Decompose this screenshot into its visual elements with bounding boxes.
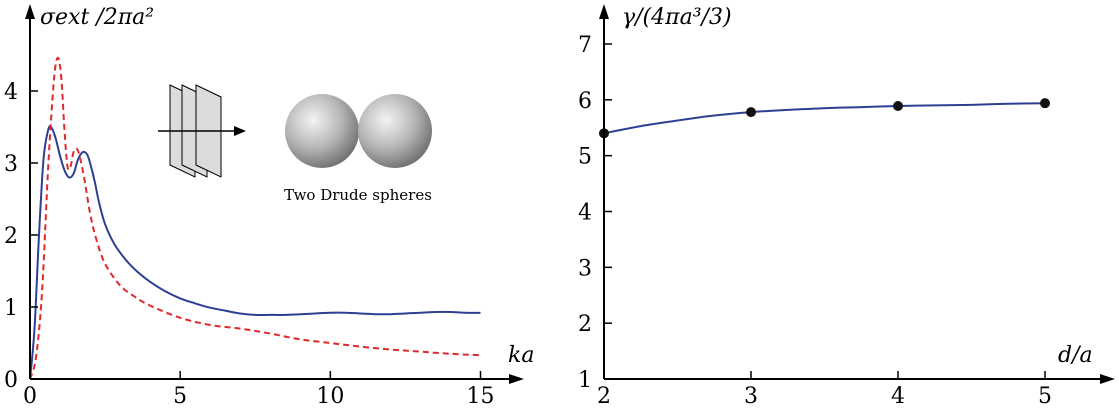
right-x-axis-arrow [1100, 374, 1115, 384]
right-y-axis-arrow [599, 4, 609, 19]
right-y-tick-label: 3 [578, 256, 592, 281]
right-y-tick-label: 4 [578, 201, 592, 226]
left-x-axis-label: ka [508, 343, 534, 368]
right-data-point [893, 100, 903, 111]
left-y-axis-label: σext /2πa² [40, 5, 154, 30]
right-y-tick-label: 7 [578, 33, 592, 58]
left-y-tick-label: 3 [4, 152, 18, 177]
inset-caption: Two Drude spheres [284, 186, 432, 204]
left-x-tick-label: 0 [23, 384, 37, 409]
right-series-group [599, 98, 1050, 139]
right-data-point [1040, 98, 1050, 109]
left-y-axis-arrow [25, 4, 35, 19]
left-y-tick-label: 4 [4, 80, 18, 105]
left-x-ticks: 0 5 10 15 [23, 371, 495, 409]
right-y-ticks: 1 2 3 4 5 6 7 [578, 33, 612, 393]
right-x-tick-label: 5 [1038, 384, 1052, 409]
left-y-ticks: 0 1 2 3 4 [4, 80, 38, 393]
left-y-tick-label: 1 [4, 296, 18, 321]
left-y-tick-label: 0 [4, 368, 18, 393]
left-series-line-1 [29, 56, 481, 380]
right-y-axis-label: γ/(4πa³/3) [622, 5, 732, 30]
left-chart: 0 1 2 3 4 0 5 10 15 σext /2πa² ka Two Drude sph… [4, 4, 534, 409]
left-x-tick-label: 15 [467, 384, 495, 409]
left-series-group [29, 56, 481, 380]
right-x-ticks: 2 3 4 5 [597, 371, 1052, 409]
right-data-point [746, 107, 756, 118]
right-y-tick-label: 1 [578, 368, 592, 393]
right-series-line-0 [603, 102, 1046, 135]
right-x-tick-label: 2 [597, 384, 611, 409]
left-x-tick-label: 5 [173, 384, 187, 409]
left-x-axis-arrow [509, 374, 524, 384]
drude-spheres-icon [285, 94, 432, 168]
right-y-tick-label: 2 [578, 312, 592, 337]
right-y-tick-label: 6 [578, 89, 592, 114]
right-x-axis-label: d/a [1058, 343, 1093, 368]
left-series-line-0 [29, 125, 481, 380]
right-y-tick-label: 5 [578, 145, 592, 170]
left-x-tick-label: 10 [316, 384, 344, 409]
right-x-tick-label: 4 [891, 384, 905, 409]
plane-wave-icon [158, 84, 246, 178]
right-x-tick-label: 3 [744, 384, 758, 409]
left-y-tick-label: 2 [4, 224, 18, 249]
